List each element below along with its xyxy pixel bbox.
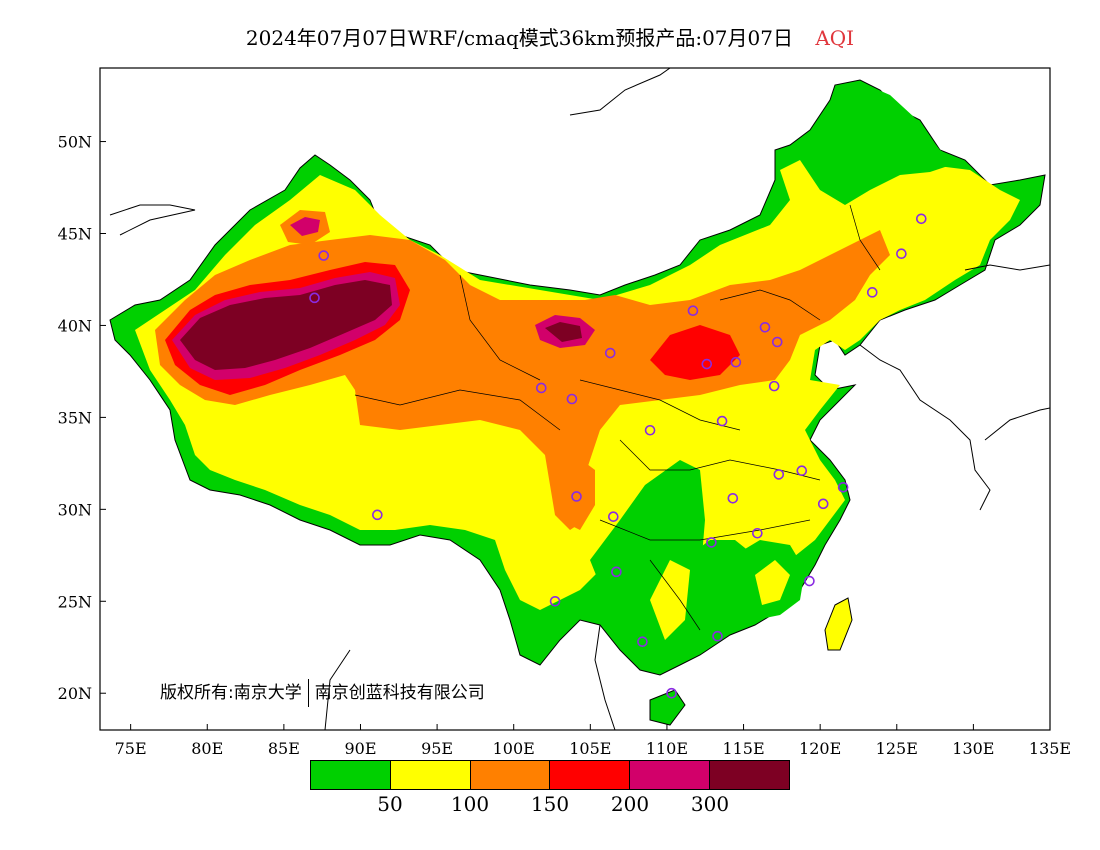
lat-tick-label: 40N xyxy=(58,316,92,335)
station-markers xyxy=(309,213,927,699)
lon-tick-label: 100E xyxy=(493,739,535,758)
station-marker xyxy=(759,321,771,333)
lon-tick-label: 115E xyxy=(722,739,764,758)
color-legend-bar xyxy=(310,760,790,790)
legend-swatch xyxy=(630,761,711,789)
lon-tick-label: 95E xyxy=(421,739,453,758)
station-marker xyxy=(604,347,616,359)
hainan xyxy=(649,689,686,726)
legend-label: 200 xyxy=(610,792,650,816)
lon-tick-label: 90E xyxy=(344,739,376,758)
lat-tick-label: 45N xyxy=(58,225,92,244)
aqi-south-yellow-1 xyxy=(650,560,690,640)
lon-tick-label: 85E xyxy=(268,739,300,758)
station-marker xyxy=(549,595,561,607)
station-marker xyxy=(535,382,547,394)
legend-label: 300 xyxy=(690,792,730,816)
legend-swatch xyxy=(710,761,789,789)
lat-tick-label: 25N xyxy=(58,592,92,611)
station-marker xyxy=(771,336,783,348)
lon-tick-label: 130E xyxy=(952,739,994,758)
variable-label: AQI xyxy=(815,26,855,50)
aqi-northeast-green xyxy=(800,82,960,205)
station-marker xyxy=(309,292,320,304)
legend-swatch xyxy=(470,761,551,789)
station-marker xyxy=(701,358,713,370)
station-marker xyxy=(712,630,723,642)
legend-swatch xyxy=(311,761,391,789)
station-marker xyxy=(817,498,829,510)
station-marker xyxy=(896,248,907,260)
lat-tick-label: 50N xyxy=(58,133,92,152)
aqi-band-maroon-xinjiang xyxy=(180,280,392,370)
map-frame xyxy=(99,67,1051,731)
lon-tick-label: 75E xyxy=(115,739,147,758)
legend-swatch xyxy=(550,761,631,789)
copyright-text: 版权所有:南京大学 xyxy=(160,683,302,703)
station-marker xyxy=(637,636,648,648)
station-marker xyxy=(644,424,656,436)
legend-swatch xyxy=(390,761,471,789)
station-marker xyxy=(915,213,927,225)
taiwan xyxy=(824,597,853,651)
station-marker xyxy=(716,415,728,427)
station-marker xyxy=(706,537,717,548)
aqi-hotspot-north-core xyxy=(290,217,320,236)
station-marker xyxy=(571,491,582,502)
copyright-notice: 版权所有:南京大学 南京创蓝科技有限公司 xyxy=(160,678,485,707)
lat-tick-label: 20N xyxy=(58,684,92,703)
station-marker xyxy=(666,687,677,699)
station-marker xyxy=(804,575,815,587)
station-marker xyxy=(611,566,622,578)
coastlines xyxy=(109,68,1050,730)
lon-tick-label: 135E xyxy=(1029,739,1071,758)
aqi-south-yellow-2 xyxy=(755,560,790,605)
lon-tick-label: 120E xyxy=(799,739,841,758)
station-marker xyxy=(318,250,330,261)
province-boundaries xyxy=(354,204,881,631)
station-marker xyxy=(768,380,780,392)
lon-tick-label: 125E xyxy=(876,739,918,758)
station-marker xyxy=(796,465,808,477)
legend-label: 50 xyxy=(377,792,403,816)
lon-tick-label: 110E xyxy=(646,739,688,758)
copyright-company: 南京创蓝科技有限公司 xyxy=(314,683,485,703)
copyright-separator xyxy=(307,679,309,707)
legend-label: 100 xyxy=(450,792,490,816)
station-marker xyxy=(837,481,849,493)
station-marker xyxy=(773,469,785,480)
latitude-axis: 50N 45N 40N 35N 30N 25N 20N xyxy=(58,133,106,703)
lon-tick-label: 105E xyxy=(569,739,611,758)
station-marker xyxy=(608,511,619,522)
aqi-hotspot-ningxia-core xyxy=(545,322,582,342)
lat-tick-label: 30N xyxy=(58,500,92,519)
station-marker xyxy=(687,305,699,317)
station-marker xyxy=(727,492,739,504)
lon-tick-label: 80E xyxy=(191,739,223,758)
title-text: 2024年07月07日WRF/cmaq模式36km预报产品:07月07日 xyxy=(245,26,793,50)
station-marker xyxy=(752,527,763,539)
legend-label: 150 xyxy=(530,792,570,816)
station-marker xyxy=(866,287,878,298)
station-marker xyxy=(372,509,383,521)
map-title: 2024年07月07日WRF/cmaq模式36km预报产品:07月07日 AQI xyxy=(0,22,1100,51)
aqi-hotspot-north-china xyxy=(650,325,740,380)
station-marker xyxy=(566,393,578,405)
longitude-axis: 75E 80E 85E 90E 95E 100E 105E 110E 115E 120E 125E 1… xyxy=(115,724,1071,758)
station-marker xyxy=(730,356,742,368)
lat-tick-label: 35N xyxy=(58,408,92,427)
